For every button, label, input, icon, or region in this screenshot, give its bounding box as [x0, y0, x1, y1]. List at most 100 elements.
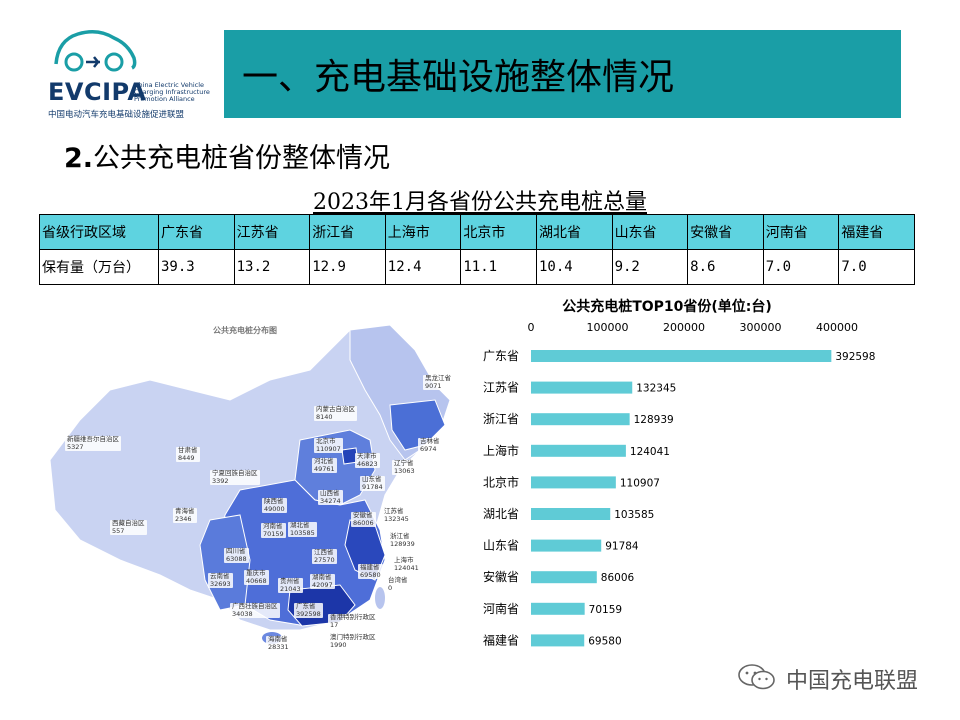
map-label-value: 5327	[67, 442, 84, 451]
map-label: 澳门特别行政区 1990	[328, 633, 378, 649]
map-label-name: 陕西省	[264, 497, 284, 505]
bar	[531, 350, 832, 362]
map-label-value: 103585	[290, 528, 315, 537]
category-label: 福建省	[483, 632, 519, 647]
map-label: 湖北省 103585	[288, 521, 317, 537]
wechat-icon	[738, 664, 775, 690]
map-label: 海南省 28331	[266, 635, 291, 651]
map-label-value: 32693	[210, 579, 231, 588]
map-title: 公共充电桩分布图	[213, 326, 277, 335]
map-label-name: 上海市	[394, 556, 414, 564]
bar-value-label: 124041	[630, 446, 670, 458]
bar-value-label: 132345	[636, 383, 676, 395]
province-table: 省级行政区域 广东省 江苏省 浙江省 上海市 北京市 湖北省 山东省 安徽省 河…	[39, 214, 915, 285]
bar-value-label: 70159	[589, 604, 622, 616]
bar-value-label: 69580	[588, 635, 621, 647]
bars: 广东省 392598 江苏省 132345 浙江省 128939 上海市 124041 北京市 1…	[483, 349, 875, 647]
map-label-value: 86006	[353, 518, 374, 527]
map-label-name: 江西省	[314, 548, 334, 556]
map-label-name: 香港特别行政区	[330, 613, 376, 621]
map-label-name: 山东省	[362, 475, 382, 483]
map-label-name: 河北省	[314, 457, 334, 465]
bar-value-label: 91784	[605, 541, 639, 553]
map-label-name: 内蒙古自治区	[316, 405, 355, 413]
map-label: 云南省 32693	[208, 572, 233, 588]
map-label-name: 湖南省	[312, 573, 332, 581]
map-label-name: 四川省	[226, 547, 246, 555]
watermark: 中国充电联盟	[736, 662, 936, 694]
map-label-name: 江苏省	[384, 507, 404, 515]
map-label: 广西壮族自治区 34038	[230, 602, 280, 618]
bar-value-label: 103585	[614, 509, 654, 521]
x-tick-label: 0	[528, 321, 535, 334]
table-header-cell: 山东省	[611, 214, 689, 250]
chart-title: 公共充电桩TOP10省份(单位:台)	[562, 298, 772, 315]
map-label-value: 13063	[394, 466, 415, 475]
table-header-cell: 河南省	[762, 214, 840, 250]
map-label: 河北省 49761	[312, 457, 337, 473]
map-label: 河南省 70159	[261, 522, 286, 538]
map-label: 四川省 63088	[224, 547, 249, 563]
section-number: 2.	[64, 143, 94, 174]
category-label: 江苏省	[483, 381, 519, 395]
china-map: 公共充电桩分布图 黑龙江省 9071 吉林省 6974 辽宁省 13063 内蒙古自治…	[40, 320, 460, 660]
map-label-value: 17	[330, 620, 339, 629]
map-label-name: 台湾省	[388, 576, 408, 584]
map-label-name: 贵州省	[280, 577, 300, 585]
table-row-label: 保有量（万台）	[39, 249, 159, 285]
map-label-name: 广东省	[296, 602, 316, 610]
section-subtitle: 2.公共充电桩省份整体情况	[64, 136, 390, 175]
map-label-value: 40668	[246, 576, 267, 585]
map-label-value: 8140	[316, 412, 333, 421]
map-label-value: 70159	[263, 529, 284, 538]
map-label-name: 宁夏回族自治区	[212, 469, 258, 477]
map-label-value: 1990	[330, 640, 347, 649]
category-label: 上海市	[483, 443, 519, 458]
table-header-label: 省级行政区域	[39, 214, 159, 250]
map-label-name: 天津市	[357, 452, 377, 460]
map-label-name: 甘肃省	[178, 446, 198, 454]
map-label-value: 91784	[362, 482, 383, 491]
watermark-text: 中国充电联盟	[786, 669, 919, 694]
map-label-value: 9071	[425, 381, 442, 390]
map-label: 内蒙古自治区 8140	[314, 405, 357, 421]
map-label: 吉林省 6974	[418, 437, 442, 453]
map-label-name: 福建省	[360, 563, 380, 571]
category-label: 北京市	[483, 474, 519, 489]
map-label-name: 安徽省	[353, 511, 373, 519]
x-tick-label: 200000	[663, 321, 705, 334]
map-label-name: 北京市	[316, 437, 336, 445]
map-label: 香港特别行政区 17	[328, 613, 378, 629]
map-region-taiwan	[375, 587, 385, 609]
bar	[531, 476, 616, 489]
map-label: 安徽省 86006	[351, 511, 376, 527]
top10-bar-chart: 公共充电桩TOP10省份(单位:台) 0 100000 200000 300000 40…	[470, 290, 890, 670]
x-tick-label: 300000	[740, 321, 782, 334]
map-label-value: 392598	[296, 609, 321, 618]
map-label: 青海省 2346	[173, 507, 197, 523]
map-label: 西藏自治区 557	[110, 519, 147, 535]
section-subtitle-text: 公共充电桩省份整体情况	[93, 143, 391, 174]
category-label: 广东省	[483, 349, 519, 363]
map-label: 山东省 91784	[360, 475, 385, 491]
category-label: 山东省	[483, 539, 519, 553]
map-label-name: 新疆维吾尔自治区	[67, 435, 119, 443]
map-label-value: 132345	[384, 514, 409, 523]
bar-value-label: 86006	[601, 572, 635, 584]
bar	[531, 539, 602, 552]
map-label: 广东省 392598	[294, 602, 323, 618]
map-label-name: 青海省	[175, 507, 195, 515]
car-logo-icon	[54, 30, 137, 72]
map-label-value: 21043	[280, 584, 301, 593]
page-title: 一、充电基础设施整体情况	[242, 57, 675, 98]
map-label-value: 49000	[264, 504, 285, 513]
table-cell: 9.2	[611, 249, 689, 285]
table-title-text: 2023年1月各省份公共充电桩总量	[313, 190, 647, 215]
map-label: 重庆市 40668	[244, 569, 269, 585]
map-label: 浙江省 128939	[388, 532, 417, 548]
category-label: 湖北省	[483, 506, 519, 521]
table-row: 保有量（万台） 39.3 13.2 12.9 12.4 11.1 10.4 9.…	[39, 249, 915, 285]
table-header-cell: 福建省	[838, 214, 915, 250]
evcipa-logo: EVCIPA China Electric Vehicle Charging I…	[40, 26, 210, 126]
table-cell: 8.6	[687, 249, 764, 285]
